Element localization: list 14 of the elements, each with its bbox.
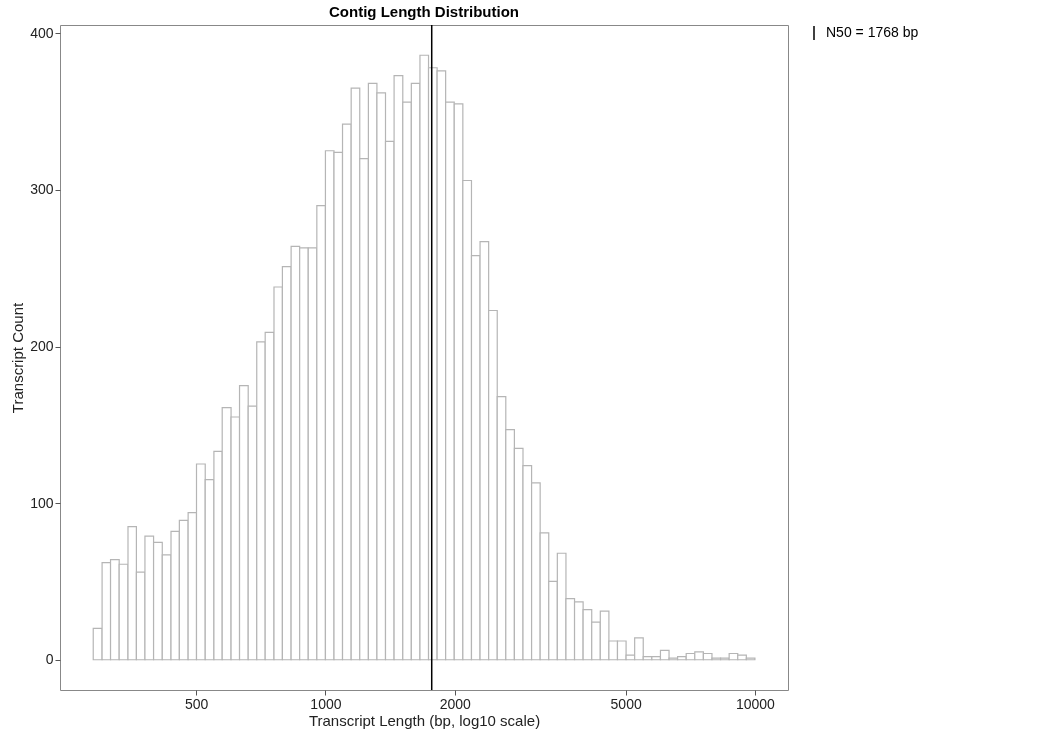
- y-tick-label: 100: [30, 494, 54, 511]
- chart-title: Contig Length Distribution: [329, 3, 519, 21]
- x-tick-label: 1000: [310, 695, 342, 712]
- y-axis-title: Transcript Count: [9, 302, 27, 414]
- x-tick-label: 2000: [439, 695, 471, 712]
- x-axis-title: Transcript Length (bp, log10 scale): [308, 711, 541, 729]
- ref-line-label: N50 = 1768 bp: [826, 24, 919, 40]
- y-tick-label: 200: [30, 338, 54, 355]
- y-tick-label: 0: [45, 651, 54, 668]
- x-tick-label: 5000: [610, 695, 642, 712]
- y-tick-label: 300: [30, 181, 54, 198]
- y-tick-label: 400: [30, 24, 54, 41]
- x-tick-label: 500: [184, 695, 209, 712]
- x-tick-label: 10000: [735, 695, 776, 712]
